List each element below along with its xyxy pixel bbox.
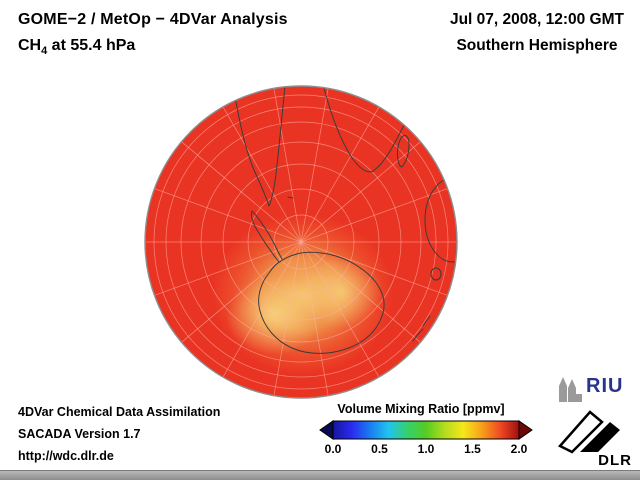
riu-logo: RIU <box>556 374 634 402</box>
pressure-level: at 55.4 hPa <box>47 37 136 54</box>
hemisphere-label: Southern Hemisphere <box>456 37 618 54</box>
colorbar-gradient <box>332 420 520 440</box>
colorbar-arrow-right-icon <box>518 420 533 440</box>
coast-falkland <box>287 196 294 199</box>
dlr-logo: DLR <box>558 408 632 470</box>
colorbar-tick: 0.5 <box>371 442 388 456</box>
colorbar-scale <box>319 420 533 440</box>
credit-line-version: SACADA Version 1.7 <box>18 427 141 441</box>
datetime-label: Jul 07, 2008, 12:00 GMT <box>449 11 624 28</box>
colorbar-tick: 0.0 <box>324 442 342 456</box>
credits-block: 4DVar Chemical Data Assimilation SACADA … <box>18 401 220 467</box>
colorbar-tick: 2.0 <box>510 442 528 456</box>
credit-line-url: http://wdc.dlr.de <box>18 449 114 463</box>
dlr-emblem-icon <box>558 410 620 454</box>
coast-antarctic-peninsula <box>250 210 283 263</box>
coast-madagascar <box>397 135 410 168</box>
graticule <box>145 88 457 396</box>
chemical-subscript: 4 <box>41 45 48 58</box>
header-right: Jul 07, 2008, 12:00 GMT Southern Hemisph… <box>450 11 624 55</box>
riu-logo-text: RIU <box>586 375 624 397</box>
dlr-logo-text: DLR <box>598 452 632 469</box>
level-subtitle: CH4 at 55.4 hPa <box>18 37 288 57</box>
colorbar: Volume Mixing Ratio [ppmv] <box>313 402 553 460</box>
hemisphere-map <box>144 85 458 399</box>
colorbar-tick: 1.5 <box>464 442 481 456</box>
coast-antarctica <box>258 251 385 354</box>
credit-line-assimilation: 4DVar Chemical Data Assimilation <box>18 405 221 419</box>
coast-south-america <box>230 86 287 207</box>
header-left: GOME−2 / MetOp − 4DVar Analysis CH4 at 5… <box>18 11 288 57</box>
chemical-symbol: CH <box>18 37 42 54</box>
coast-tasmania <box>430 267 442 281</box>
colorbar-arrow-left-icon <box>319 420 334 440</box>
page-title: GOME−2 / MetOp − 4DVar Analysis <box>18 11 288 28</box>
colorbar-tick: 1.0 <box>417 442 435 456</box>
colorbar-title: Volume Mixing Ratio [ppmv] <box>337 402 505 416</box>
colorbar-ticks: 0.0 0.5 1.0 1.5 2.0 <box>313 442 553 458</box>
cathedral-icon <box>559 377 582 402</box>
bottom-window-bar <box>0 470 640 480</box>
globe-rim <box>144 85 458 399</box>
coast-new-zealand <box>412 315 431 342</box>
